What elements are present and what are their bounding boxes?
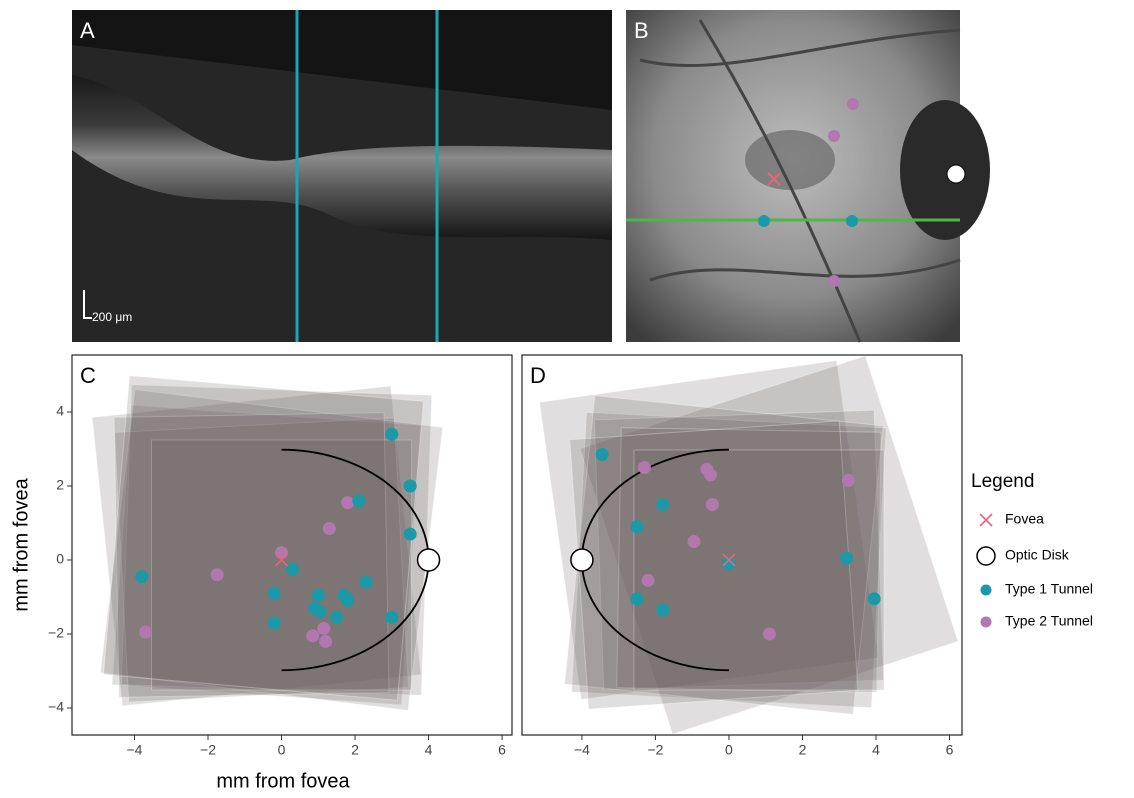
legend-marker <box>981 617 992 628</box>
image-footprint <box>104 376 424 701</box>
point <box>319 635 332 648</box>
y-tick-label: 0 <box>56 551 64 567</box>
optic-disk-marker <box>571 549 593 571</box>
x-tick-label: 4 <box>425 742 433 758</box>
point <box>840 552 853 565</box>
panel-label: A <box>80 18 95 43</box>
point <box>842 474 855 487</box>
point <box>638 461 651 474</box>
point <box>139 626 152 639</box>
x-tick-label: −2 <box>647 742 663 758</box>
point <box>385 611 398 624</box>
scale-bar-label: 200 μm <box>92 310 132 324</box>
point <box>656 498 669 511</box>
point <box>385 428 398 441</box>
point <box>314 605 327 618</box>
point <box>306 629 319 642</box>
legend-marker <box>980 514 992 526</box>
point <box>352 494 365 507</box>
point <box>868 592 881 605</box>
point <box>323 522 336 535</box>
point <box>631 592 644 605</box>
point <box>330 611 343 624</box>
x-tick-label: 2 <box>351 742 359 758</box>
x-tick-label: −2 <box>200 742 216 758</box>
point <box>211 568 224 581</box>
plot-panel <box>540 356 958 734</box>
point <box>642 574 655 587</box>
x-tick-label: −4 <box>574 742 590 758</box>
plot-panel <box>92 376 443 711</box>
y-tick-label: −2 <box>48 625 64 641</box>
point <box>704 468 717 481</box>
point <box>341 594 354 607</box>
legend-label: Type 2 Tunnel <box>1005 613 1093 629</box>
y-tick-label: 2 <box>56 477 64 493</box>
legend-marker <box>977 547 995 565</box>
point <box>341 496 354 509</box>
point <box>312 589 325 602</box>
point <box>404 528 417 541</box>
figure: A 200 μm B mm from fovea mm from fovea C… <box>0 0 1134 793</box>
legend-title: Legend <box>971 471 1034 492</box>
point <box>268 587 281 600</box>
x-axis-title: mm from fovea <box>216 770 350 792</box>
point <box>317 622 330 635</box>
legend-marker <box>981 585 992 596</box>
x-tick-label: 0 <box>278 742 286 758</box>
point <box>656 603 669 616</box>
y-tick-label: −4 <box>48 699 64 715</box>
x-tick-label: 4 <box>872 742 880 758</box>
fundus-image <box>626 10 990 342</box>
y-tick-label: 4 <box>56 403 64 419</box>
x-tick-label: 6 <box>498 742 506 758</box>
point <box>135 570 148 583</box>
optic-disk-marker <box>418 549 440 571</box>
point <box>360 576 373 589</box>
panel-label: B <box>634 18 649 43</box>
x-tick-label: 6 <box>946 742 954 758</box>
x-tick-label: 2 <box>799 742 807 758</box>
x-tick-label: −4 <box>127 742 143 758</box>
legend-label: Fovea <box>1005 511 1044 527</box>
point <box>688 535 701 548</box>
x-tick-label: 0 <box>725 742 733 758</box>
y-axis-title: mm from fovea <box>10 477 32 611</box>
point <box>706 498 719 511</box>
oct-image <box>72 10 612 342</box>
point <box>268 616 281 629</box>
panel-label: C <box>80 363 96 388</box>
legend-label: Type 1 Tunnel <box>1005 581 1093 597</box>
point <box>763 627 776 640</box>
point <box>286 563 299 576</box>
panel-label: D <box>530 363 546 388</box>
point <box>631 520 644 533</box>
point <box>275 546 288 559</box>
point <box>596 448 609 461</box>
legend-label: Optic Disk <box>1005 547 1070 563</box>
point <box>404 479 417 492</box>
